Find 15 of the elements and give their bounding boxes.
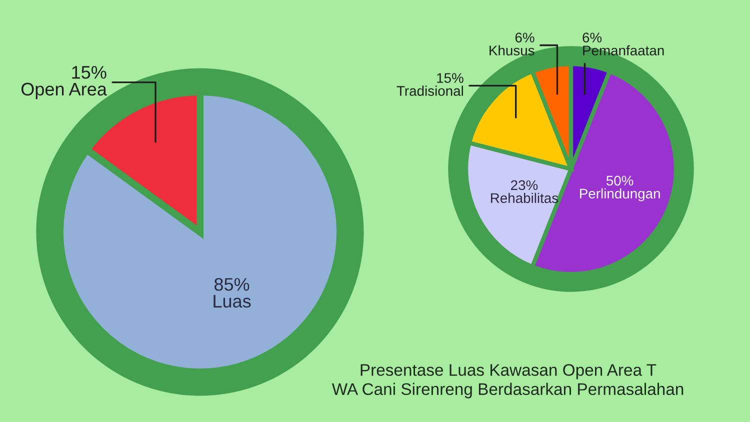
slice-label: Rehabilitas (491, 192, 558, 204)
slice-label: Open Area (21, 82, 107, 100)
data-label: 6% (582, 32, 602, 42)
data-label: 15% (72, 66, 106, 79)
slice-label: Tradisional (396, 86, 463, 96)
data-label: 85% (214, 278, 250, 291)
data-label: 15% (437, 73, 464, 83)
slice-label: Luas (214, 295, 251, 308)
data-label: 23% (511, 180, 538, 190)
slice-label: Pemanfaatan (583, 45, 664, 56)
data-label: 50% (606, 176, 634, 186)
slice-label: Perlindungan (580, 188, 660, 202)
data-label: 6% (515, 32, 534, 42)
slice-label: Khusus (490, 45, 534, 56)
text: Presentase Luas Kawasan Open Area T WA Cani Sirenreng Berdasarkan Permasalahan (332, 364, 684, 398)
